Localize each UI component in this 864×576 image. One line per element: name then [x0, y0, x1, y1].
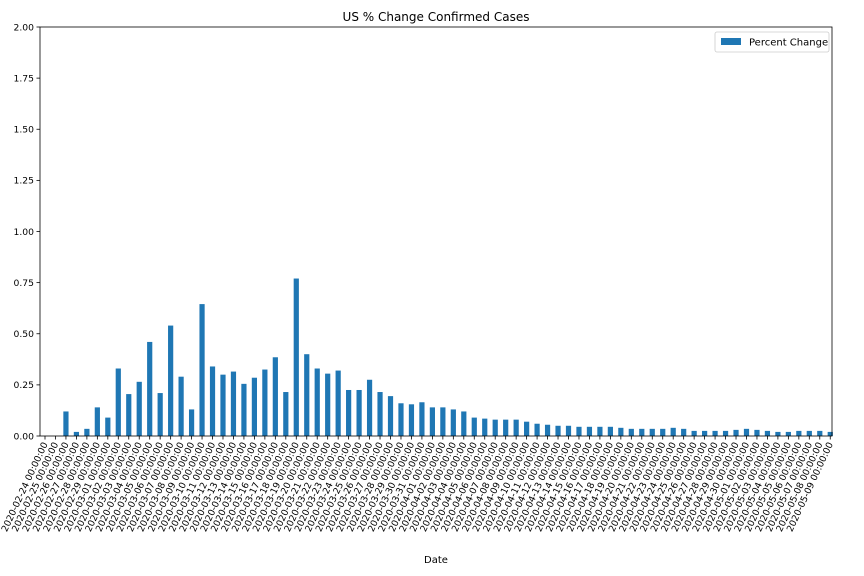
bar — [796, 430, 802, 436]
bar — [105, 417, 111, 436]
bar — [597, 426, 603, 436]
bar — [743, 428, 750, 436]
y-tick-label: 1.00 — [14, 227, 35, 238]
bar — [482, 418, 488, 436]
bar — [691, 430, 697, 436]
bar — [73, 431, 80, 436]
bar — [712, 430, 718, 436]
chart-title: US % Change Confirmed Cases — [343, 10, 530, 24]
bar — [209, 366, 216, 436]
legend-label: Percent Change — [749, 38, 828, 49]
bar — [764, 430, 771, 436]
legend-swatch — [721, 38, 741, 45]
x-axis-label: Date — [424, 555, 448, 566]
bar — [503, 419, 509, 436]
bar — [534, 423, 540, 436]
bar — [513, 419, 519, 436]
bar — [147, 341, 153, 436]
bar — [251, 377, 257, 436]
bar — [220, 374, 226, 436]
bar — [440, 407, 446, 436]
bar — [524, 421, 530, 436]
bar — [827, 431, 833, 436]
plot-frame — [39, 26, 833, 437]
bar — [199, 304, 205, 436]
bar — [660, 428, 666, 436]
bar — [544, 424, 551, 436]
bar — [188, 409, 195, 436]
bar — [136, 381, 142, 436]
bar — [94, 407, 100, 436]
bar — [314, 368, 320, 436]
bar — [628, 428, 634, 436]
bar — [639, 428, 645, 436]
bar — [419, 402, 425, 436]
bar — [408, 404, 415, 436]
bar — [681, 428, 687, 436]
bar — [429, 407, 435, 436]
y-tick-label: 1.75 — [14, 73, 35, 84]
y-tick-label: 2.00 — [14, 22, 35, 33]
bar — [649, 428, 655, 436]
bar — [241, 383, 247, 436]
bar — [555, 425, 561, 436]
y-tick-label: 0.50 — [14, 329, 35, 340]
bar — [366, 379, 373, 436]
legend: Percent Change — [714, 31, 830, 53]
bar — [492, 419, 498, 436]
bar — [335, 370, 341, 436]
bar — [356, 389, 362, 436]
bar — [450, 409, 456, 436]
bar — [607, 426, 613, 436]
y-tick-label: 1.50 — [14, 125, 35, 136]
bar — [817, 430, 823, 436]
bar — [754, 429, 760, 436]
bar — [283, 392, 289, 436]
bar — [157, 393, 163, 436]
bar — [63, 411, 69, 436]
bar — [618, 427, 624, 436]
y-tick-label: 0.00 — [14, 431, 35, 442]
bar — [387, 396, 394, 436]
bar — [115, 368, 121, 436]
bar — [272, 357, 278, 436]
bar — [293, 278, 299, 436]
bar — [126, 394, 132, 436]
bar — [398, 403, 404, 436]
bar — [168, 325, 174, 436]
bar — [576, 426, 582, 436]
bar — [377, 392, 383, 436]
y-tick-label: 0.75 — [14, 278, 35, 289]
bar — [304, 354, 310, 436]
bar — [471, 417, 477, 436]
y-tick-label: 1.25 — [14, 176, 35, 187]
bar — [586, 426, 593, 436]
bar — [461, 411, 467, 436]
bar — [325, 373, 331, 436]
y-tick-label: 0.25 — [14, 380, 35, 391]
bar — [262, 369, 268, 436]
bar — [733, 429, 739, 436]
y-ticks-group: 0.00 0.25 0.50 0.75 1.00 1.25 1.50 1.75 2.00 — [14, 22, 40, 442]
bars-group — [63, 278, 833, 436]
legend-box — [714, 31, 830, 53]
bar — [702, 430, 708, 436]
bar — [670, 427, 676, 436]
bar — [178, 376, 184, 436]
bar — [84, 428, 90, 436]
bar — [775, 431, 781, 436]
bar — [806, 430, 812, 436]
bar — [785, 431, 791, 436]
bar — [346, 389, 352, 436]
bar — [565, 425, 572, 436]
bar — [722, 430, 729, 436]
bar — [230, 371, 237, 436]
